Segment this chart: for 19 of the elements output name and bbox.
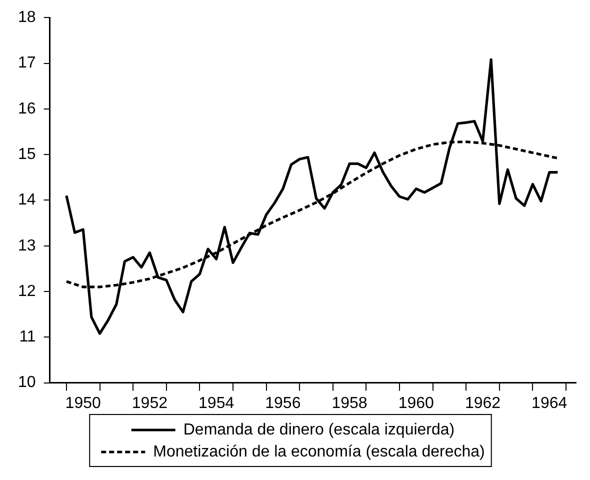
y-tick-label: 11 xyxy=(19,328,36,346)
x-tick-label: 1962 xyxy=(464,394,501,412)
y-tick-label: 13 xyxy=(18,237,36,254)
x-tick-label: 1950 xyxy=(65,394,101,412)
y-tick-label: 16 xyxy=(18,100,36,118)
x-tick-label: 1964 xyxy=(532,394,568,412)
x-tick-label: 1960 xyxy=(398,394,434,412)
y-tick-label: 17 xyxy=(18,54,36,72)
x-tick-label: 1958 xyxy=(332,394,368,412)
x-tick-label: 1952 xyxy=(132,394,168,412)
y-tick-label: 15 xyxy=(18,146,36,163)
legend-label: Monetización de la economía (escala derecha) xyxy=(153,443,485,460)
x-tick-label: 1956 xyxy=(265,394,301,412)
x-tick-label: 1954 xyxy=(198,394,234,412)
y-tick-label: 10 xyxy=(18,374,36,392)
y-tick-label: 14 xyxy=(18,192,36,209)
legend-label: Demanda de dinero (escala izquierda) xyxy=(183,421,455,438)
y-tick-label: 12 xyxy=(18,282,36,300)
y-tick-label: 18 xyxy=(18,9,36,26)
